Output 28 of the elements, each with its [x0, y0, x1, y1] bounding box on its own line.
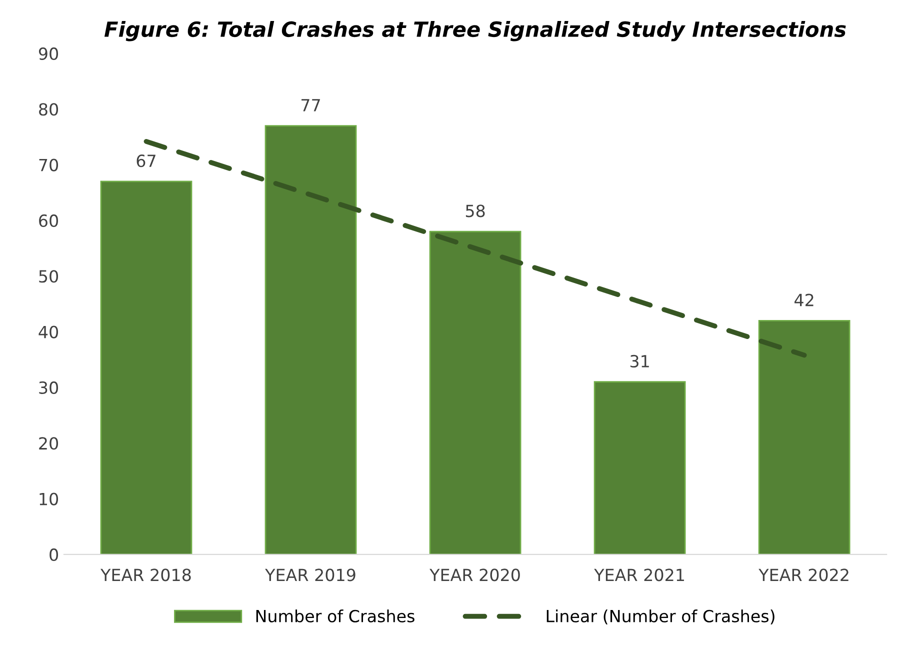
y-tick-label: 50 — [39, 270, 58, 283]
chart-title: Figure 6: Total Crashes at Three Signalized Study Intersections — [104, 20, 846, 42]
data-label: 77 — [302, 99, 320, 112]
legend-label: Linear (Number of Crashes) — [546, 610, 774, 624]
y-tick-label: 90 — [38, 47, 58, 60]
data-label: 31 — [630, 354, 649, 368]
y-tick-label: 10 — [40, 492, 58, 506]
bar — [100, 180, 192, 554]
bar — [594, 381, 686, 554]
x-tick-label: YEAR 2018 — [100, 568, 191, 582]
bar — [758, 320, 850, 554]
x-tick-label: YEAR 2021 — [594, 568, 684, 582]
data-label: 58 — [466, 204, 485, 218]
y-tick-label: 60 — [39, 214, 58, 228]
data-label: 67 — [136, 154, 156, 168]
legend-label: Number of Crashes — [256, 610, 414, 622]
y-tick-label: 20 — [39, 437, 58, 450]
y-tick-label: 0 — [50, 548, 58, 562]
y-tick-label: 80 — [39, 103, 58, 116]
x-tick-label: YEAR 2022 — [758, 568, 848, 582]
bar — [429, 230, 522, 554]
x-tick-label: YEAR 2019 — [265, 568, 356, 582]
y-tick-label: 30 — [39, 381, 58, 394]
y-tick-label: 40 — [38, 326, 58, 338]
x-tick-label: YEAR 2020 — [430, 568, 520, 582]
data-label: 42 — [794, 294, 814, 306]
bar — [264, 125, 357, 554]
y-tick-label: 70 — [39, 158, 58, 172]
